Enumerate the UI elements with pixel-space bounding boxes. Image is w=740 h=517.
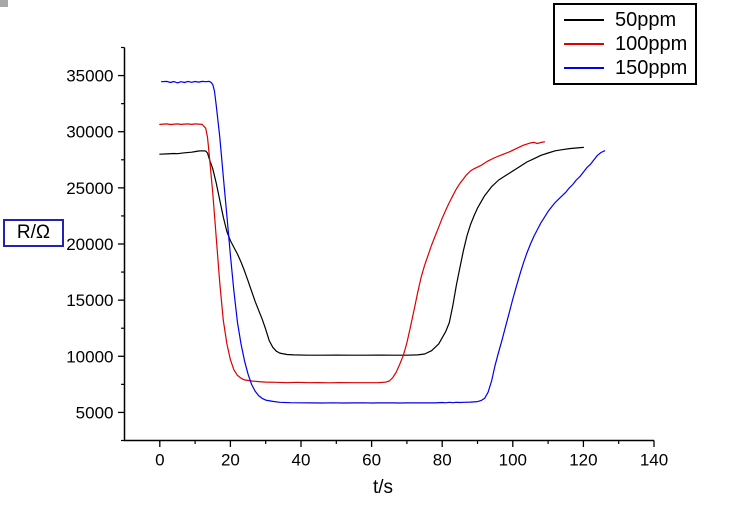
legend-label: 50ppm	[615, 8, 677, 31]
x-tick-label: 100	[499, 451, 527, 470]
x-tick-label: 80	[433, 451, 452, 470]
y-tick-label: 35000	[66, 67, 113, 86]
x-tick-label: 40	[292, 451, 311, 470]
x-tick-label: 0	[155, 451, 164, 470]
y-tick-label: 5000	[76, 403, 114, 422]
selection-handle[interactable]	[0, 0, 8, 7]
y-tick-label: 10000	[66, 347, 113, 366]
y-axis-title-box[interactable]: R/Ω	[3, 219, 64, 247]
legend-line-sample	[564, 67, 604, 69]
y-tick-label: 25000	[66, 179, 113, 198]
y-axis-title: R/Ω	[16, 222, 51, 243]
legend[interactable]: 50ppm 100ppm 150ppm	[553, 3, 697, 85]
series-150ppm	[161, 80, 606, 404]
x-tick-label: 140	[640, 451, 668, 470]
series-50ppm	[159, 146, 585, 356]
x-tick-label: 60	[362, 451, 381, 470]
y-tick-label: 15000	[66, 291, 113, 310]
y-tick-label: 20000	[66, 235, 113, 254]
y-tick-label: 30000	[66, 123, 113, 142]
x-axis-title: t/s	[372, 477, 394, 498]
legend-item: 150ppm	[555, 56, 695, 80]
legend-line-sample	[564, 19, 604, 21]
legend-label: 100ppm	[615, 32, 688, 55]
legend-item: 100ppm	[555, 32, 695, 56]
x-tick-label: 20	[221, 451, 240, 470]
legend-line-sample	[564, 43, 604, 45]
series-100ppm	[159, 123, 546, 384]
legend-label: 150ppm	[615, 56, 688, 79]
legend-item: 50ppm	[555, 8, 695, 32]
x-tick-label: 120	[569, 451, 597, 470]
